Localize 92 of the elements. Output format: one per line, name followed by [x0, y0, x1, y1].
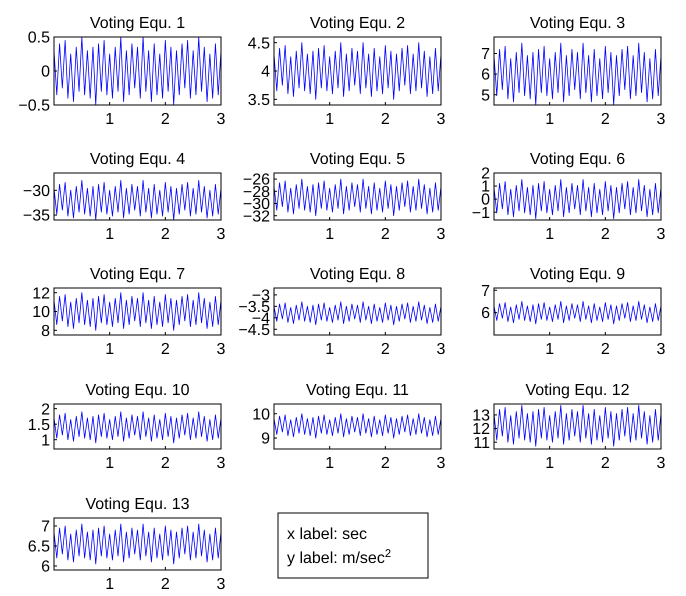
x-tick-label: 1 — [545, 455, 554, 472]
y-tick-label: 6.5 — [28, 538, 50, 556]
x-tick-label: 1 — [325, 341, 334, 358]
x-tick-label: 3 — [436, 341, 446, 358]
line-series — [54, 180, 222, 220]
y-tick-label: 6 — [481, 66, 490, 84]
line-series — [494, 404, 662, 447]
line-series — [494, 179, 662, 220]
line-series — [54, 411, 222, 444]
line-series — [54, 292, 222, 331]
x-tick-label: 2 — [160, 111, 170, 128]
line-series — [274, 42, 442, 100]
x-tick-label: 2 — [600, 455, 610, 472]
chart-title: Voting Equ. 8 — [310, 266, 406, 283]
x-tick-label: 1 — [545, 111, 554, 128]
line-series — [494, 301, 662, 324]
chart-title: Voting Equ. 10 — [85, 382, 190, 399]
chart-title: Voting Equ. 4 — [90, 151, 186, 168]
y-tick-label: 0 — [41, 64, 50, 81]
chart-title: Voting Equ. 9 — [530, 266, 626, 283]
y-tick-label: 1 — [41, 432, 50, 450]
x-tick-label: 3 — [656, 226, 666, 243]
x-tick-label: 3 — [436, 111, 446, 128]
x-tick-label: 2 — [600, 111, 610, 128]
x-tick-label: 2 — [160, 226, 170, 243]
x-tick-label: 2 — [160, 576, 170, 593]
y-tick-label: 8 — [41, 322, 50, 340]
x-tick-label: 2 — [380, 226, 390, 243]
line-series — [54, 524, 222, 564]
chart-title: Voting Equ. 2 — [310, 15, 406, 32]
y-tick-label: 9 — [261, 430, 270, 448]
line-series — [274, 413, 442, 438]
x-tick-label: 1 — [105, 455, 114, 472]
x-tick-label: 3 — [436, 226, 446, 243]
y-tick-label: 7 — [481, 46, 490, 64]
line-series — [274, 178, 442, 216]
y-tick-label: 2 — [41, 401, 50, 418]
chart-title: Voting Equ. 7 — [90, 266, 186, 283]
y-tick-label: 6 — [41, 558, 50, 576]
x-tick-label: 3 — [216, 576, 226, 593]
x-tick-label: 2 — [380, 455, 390, 472]
x-tick-label: 1 — [545, 341, 554, 358]
y-tick-label: −0.5 — [18, 98, 50, 115]
chart-title: Voting Equ. 11 — [306, 382, 410, 399]
chart-title: Voting Equ. 12 — [525, 382, 630, 399]
x-tick-label: 1 — [105, 576, 114, 593]
x-tick-label: 3 — [656, 111, 666, 128]
x-tick-label: 3 — [216, 226, 226, 243]
y-tick-label: −35 — [22, 208, 50, 225]
x-tick-label: 2 — [160, 455, 170, 472]
x-tick-label: 2 — [600, 226, 610, 243]
text: x label: sec — [287, 526, 368, 543]
chart-title: Voting Equ. 13 — [85, 496, 190, 513]
x-tick-label: 1 — [105, 111, 114, 128]
y-tick-label: 12 — [32, 285, 50, 302]
line-series — [274, 301, 442, 326]
y-tick-label: 5 — [481, 87, 490, 104]
x-tick-label: 2 — [380, 341, 390, 358]
y-tick-label: 10 — [252, 406, 270, 424]
x-tick-label: 1 — [325, 455, 334, 472]
x-tick-label: 3 — [656, 341, 666, 358]
text: y label: m/sec$^{2}$ — [287, 548, 392, 567]
y-tick-label: 7 — [41, 518, 50, 536]
chart-title: Voting Equ. 6 — [530, 151, 626, 168]
x-tick-label: 2 — [600, 341, 610, 358]
x-tick-label: 3 — [216, 455, 226, 472]
y-tick-label: −1 — [472, 204, 490, 222]
y-tick-label: 10 — [32, 304, 50, 322]
y-tick-label: −30 — [22, 182, 50, 200]
chart-title: Voting Equ. 5 — [310, 151, 406, 168]
x-tick-label: 3 — [656, 455, 666, 472]
x-tick-label: 1 — [105, 226, 114, 243]
chart-title: Voting Equ. 1 — [90, 15, 186, 32]
y-tick-label: 4 — [261, 64, 270, 81]
line-series — [54, 36, 222, 106]
chart-title: Voting Equ. 3 — [530, 15, 626, 32]
line-series — [494, 42, 662, 106]
x-tick-label: 1 — [325, 226, 334, 243]
x-tick-label: 1 — [545, 226, 554, 243]
x-tick-label: 2 — [160, 341, 170, 358]
x-tick-label: 2 — [380, 111, 390, 128]
y-tick-label: 4.5 — [248, 35, 270, 52]
y-tick-label: 6 — [481, 305, 490, 322]
x-tick-label: 3 — [436, 455, 446, 472]
y-tick-label: 7 — [481, 282, 490, 300]
y-tick-label: 1.5 — [28, 416, 50, 434]
x-tick-label: 3 — [216, 341, 226, 358]
x-tick-label: 1 — [105, 341, 114, 358]
y-tick-label: 0.5 — [28, 30, 50, 47]
y-tick-label: 3.5 — [248, 92, 270, 109]
x-tick-label: 3 — [216, 111, 226, 128]
x-tick-label: 1 — [325, 111, 334, 128]
